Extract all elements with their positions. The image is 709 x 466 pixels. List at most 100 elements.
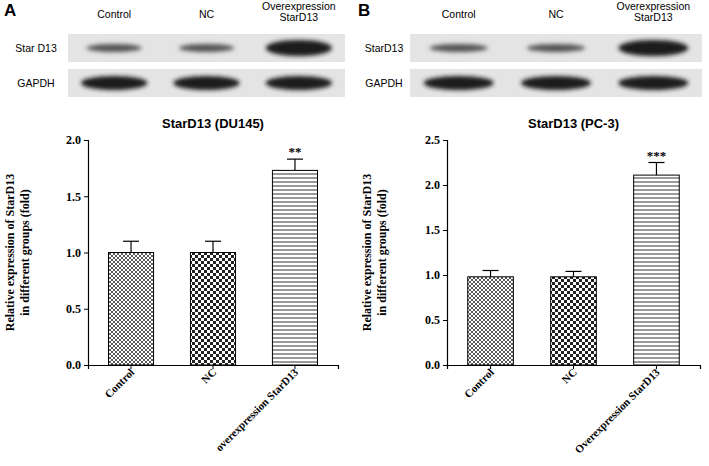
y-tick-mark bbox=[443, 365, 447, 366]
error-bar-stem bbox=[294, 159, 295, 170]
error-bar-cap bbox=[123, 241, 139, 242]
x-tick: Control bbox=[102, 365, 136, 400]
western-blot: ControlNCOverexpressionStarD13StarD13GAP… bbox=[365, 0, 702, 97]
x-tick-mark bbox=[213, 365, 214, 369]
y-tick-mark bbox=[443, 185, 447, 186]
y-tick-mark bbox=[84, 365, 88, 366]
x-tick: NC bbox=[559, 365, 579, 386]
bar bbox=[272, 170, 317, 365]
y-tick-label: 1.5 bbox=[66, 190, 81, 204]
x-tick-label: Control bbox=[462, 366, 496, 400]
panel: BControlNCOverexpressionStarD13StarD13GA… bbox=[358, 0, 702, 456]
error-bar bbox=[648, 163, 664, 176]
y-tick: 2.5 bbox=[425, 133, 447, 147]
x-tick-mark bbox=[656, 365, 657, 369]
x-tick-label: Control bbox=[102, 366, 136, 400]
blot-band bbox=[86, 44, 141, 52]
blot-band bbox=[429, 44, 487, 52]
y-tick: 2.0 bbox=[66, 133, 88, 147]
y-tick: 0.5 bbox=[66, 302, 88, 316]
y-tick: 0.0 bbox=[425, 358, 447, 372]
blot-strip bbox=[68, 69, 345, 97]
lane-label: Control bbox=[442, 8, 476, 20]
y-tick-label: 0.0 bbox=[66, 358, 81, 372]
error-bar-cap bbox=[483, 270, 499, 271]
error-bar bbox=[483, 271, 499, 277]
bar bbox=[190, 253, 235, 366]
y-tick-label: 0.5 bbox=[425, 313, 440, 327]
y-tick-mark bbox=[84, 140, 88, 141]
blot-band bbox=[618, 76, 688, 90]
figure: AControlNCOverexpressionStarD13Star D13G… bbox=[0, 0, 709, 466]
y-tick: 1.5 bbox=[425, 223, 447, 237]
x-tick-mark bbox=[131, 365, 132, 369]
y-tick-label: 0.0 bbox=[425, 358, 440, 372]
blot-band bbox=[266, 76, 332, 90]
y-tick: 0.0 bbox=[66, 358, 88, 372]
y-tick-label: 2.5 bbox=[425, 133, 440, 147]
y-tick-label: 2.0 bbox=[425, 178, 440, 192]
blot-band bbox=[521, 76, 591, 90]
y-tick-mark bbox=[84, 253, 88, 254]
blot-band bbox=[266, 40, 332, 56]
y-tick-mark bbox=[84, 196, 88, 197]
y-tick-label: 2.0 bbox=[66, 133, 81, 147]
y-tick-mark bbox=[443, 320, 447, 321]
lane-label: StarD13 bbox=[280, 11, 319, 23]
row-label: GAPDH bbox=[365, 77, 402, 89]
error-bar-stem bbox=[490, 271, 491, 277]
error-bar-stem bbox=[573, 271, 574, 276]
bar bbox=[108, 253, 153, 366]
y-axis: 0.00.51.01.52.02.5 bbox=[425, 133, 448, 372]
row-label: StarD13 bbox=[365, 42, 404, 54]
error-bar bbox=[205, 241, 221, 252]
x-tick: NC bbox=[199, 365, 219, 386]
y-axis-title: Relative expression of StarD13 bbox=[3, 174, 17, 331]
y-tick-label: 1.0 bbox=[66, 246, 81, 260]
y-tick-mark bbox=[443, 230, 447, 231]
x-tick: overexpression StarD13 bbox=[213, 365, 301, 453]
blot-strip bbox=[410, 69, 702, 97]
x-axis: Control NCoverexpression StarD13 bbox=[89, 365, 339, 453]
error-bar bbox=[287, 159, 303, 170]
blot-band bbox=[179, 44, 234, 52]
blot-band bbox=[527, 44, 585, 52]
error-bar-cap bbox=[566, 271, 582, 272]
x-tick-label: NC bbox=[559, 366, 579, 386]
x-tick-mark bbox=[294, 365, 295, 369]
blot-band bbox=[424, 76, 494, 90]
significance: ** bbox=[288, 144, 301, 159]
y-tick: 0.5 bbox=[425, 313, 447, 327]
blot-band bbox=[173, 76, 239, 90]
plot-marks bbox=[468, 163, 680, 366]
error-bar-stem bbox=[130, 241, 131, 252]
bar bbox=[551, 277, 597, 365]
y-tick: 1.5 bbox=[66, 190, 88, 204]
panel: AControlNCOverexpressionStarD13Star D13G… bbox=[3, 0, 345, 453]
y-axis-title: Relative expression of StarD13 bbox=[360, 174, 374, 331]
y-axis-line bbox=[443, 141, 448, 366]
lane-label: Control bbox=[97, 8, 131, 20]
y-tick: 2.0 bbox=[425, 178, 447, 192]
plot-marks bbox=[108, 159, 317, 365]
x-axis: Control NCOverexpression StarD13 bbox=[448, 365, 701, 456]
x-tick-mark bbox=[490, 365, 491, 369]
x-tick: Overexpression StarD13 bbox=[572, 365, 662, 456]
x-tick-label: Overexpression StarD13 bbox=[572, 366, 662, 456]
error-bar-stem bbox=[656, 163, 657, 176]
lane-label: StarD13 bbox=[634, 11, 673, 23]
bar bbox=[634, 175, 680, 365]
error-bar-cap bbox=[205, 241, 221, 242]
y-tick-mark bbox=[443, 275, 447, 276]
bar bbox=[468, 277, 514, 365]
error-bar bbox=[123, 241, 139, 252]
y-axis-line bbox=[84, 141, 89, 366]
error-bar bbox=[566, 271, 582, 276]
western-blot: ControlNCOverexpressionStarD13Star D13GA… bbox=[15, 0, 345, 97]
y-tick: 1.0 bbox=[66, 246, 88, 260]
row-label: Star D13 bbox=[15, 42, 57, 54]
panel-label: B bbox=[358, 1, 370, 20]
x-tick-label: NC bbox=[199, 366, 219, 386]
y-axis: 0.0 0.5 1.0 1.5 2.0 bbox=[66, 133, 89, 372]
error-bar-stem bbox=[212, 241, 213, 252]
